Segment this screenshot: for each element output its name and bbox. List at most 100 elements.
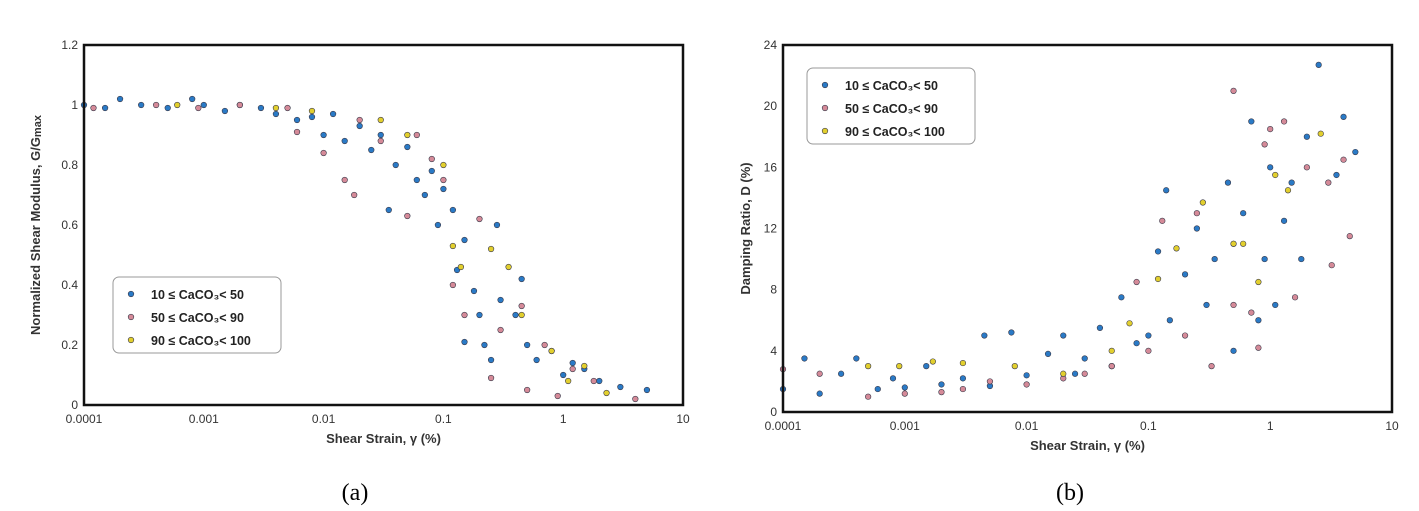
data-point-series-3 [440, 161, 447, 169]
data-point-series-2 [236, 101, 243, 109]
y-axis-label-main: Damping Ratio, D (%) [738, 162, 753, 294]
data-point-series-2 [428, 155, 435, 163]
data-point-series-1 [1272, 301, 1279, 309]
data-point-series-1 [421, 191, 428, 199]
figure-caption: (b) [1056, 480, 1084, 506]
data-point-series-2 [487, 374, 495, 382]
plot-frame [82, 43, 685, 407]
legend-marker [821, 127, 829, 135]
data-point-series-1 [385, 206, 392, 214]
data-point-series-2 [1346, 233, 1353, 240]
data-point-series-1 [1154, 248, 1162, 255]
data-point-series-2 [497, 326, 504, 334]
data-point-series-1 [440, 185, 447, 193]
data-point-series-2 [816, 370, 823, 377]
data-point-series-2 [413, 131, 420, 139]
data-point-series-1 [901, 384, 908, 391]
data-point-series-3 [865, 363, 872, 370]
x-tick-label: 0.001 [890, 419, 920, 433]
data-point-series-2 [90, 104, 97, 112]
x-tick-label: 10 [676, 412, 690, 426]
data-point-series-2 [986, 378, 994, 385]
data-point-series-2 [449, 281, 456, 289]
y-tick-label: 0.4 [61, 278, 78, 292]
data-point-series-3 [1173, 245, 1180, 252]
data-point-series-1 [518, 275, 525, 283]
data-point-series-1 [1248, 118, 1255, 125]
data-point-series-1 [257, 104, 265, 112]
legend-marker [127, 336, 135, 344]
data-point-series-1 [138, 101, 145, 109]
y-axis-label-main: Normalized Shear Modulus, G/G [28, 137, 43, 335]
data-point-series-1 [493, 221, 501, 229]
data-point-series-1 [461, 338, 468, 346]
x-tick-label: 0.001 [189, 412, 219, 426]
data-point-series-3 [1284, 187, 1292, 194]
y-tick-label: 0 [71, 398, 78, 412]
data-point-series-1 [341, 137, 348, 145]
data-point-series-1 [1166, 317, 1173, 324]
data-point-series-1 [320, 131, 327, 139]
y-tick-label: 0.6 [61, 218, 78, 232]
data-point-series-3 [1126, 320, 1133, 327]
data-point-series-1 [1267, 164, 1274, 171]
data-point-series-1 [1071, 370, 1079, 377]
data-point-series-3 [1108, 347, 1115, 354]
data-point-series-1 [1008, 329, 1015, 336]
data-point-series-1 [596, 377, 603, 385]
legend-box [806, 67, 976, 145]
data-point-series-2 [153, 101, 160, 109]
data-point-series-1 [1133, 340, 1140, 347]
x-tick-label: 1 [560, 412, 567, 426]
data-point-series-1 [221, 107, 228, 115]
data-point-series-2 [524, 386, 531, 394]
data-point-series-1 [470, 287, 478, 295]
y-axis-label-subscript: max [32, 114, 44, 137]
data-point-series-1 [838, 370, 845, 377]
data-point-series-2 [554, 392, 561, 400]
data-point-series-1 [1340, 113, 1347, 120]
legend: 10 ≤ CaCO₃< 50 50 ≤ CaCO₃< 90 90 ≤ CaCO₃< … [806, 67, 976, 145]
data-point-series-2 [1145, 347, 1152, 354]
data-point-series-2 [476, 215, 483, 223]
data-point-series-3 [548, 347, 555, 355]
y-tick-label: 1 [71, 98, 78, 112]
data-point-series-3 [1011, 363, 1018, 370]
x-tick-label: 0.01 [312, 412, 336, 426]
data-point-series-2 [865, 393, 872, 400]
legend: 10 ≤ CaCO₃< 50 50 ≤ CaCO₃< 90 90 ≤ CaCO₃< … [112, 276, 282, 354]
data-point-series-1 [200, 101, 207, 109]
data-point-series-1 [1303, 133, 1310, 140]
data-point-series-1 [1023, 372, 1030, 379]
data-point-series-2 [1230, 301, 1237, 309]
data-point-series-3 [959, 359, 967, 367]
data-point-series-3 [518, 311, 525, 319]
data-point-series-1 [569, 359, 576, 367]
data-point-series-1 [1261, 255, 1268, 263]
data-point-series-3 [174, 101, 181, 109]
data-point-series-1 [329, 110, 337, 118]
data-point-series-1 [1060, 332, 1067, 339]
data-point-series-1 [481, 341, 488, 349]
legend-label: 90 ≤ CaCO₃< 100 [151, 334, 251, 348]
data-point-series-2 [938, 389, 945, 396]
data-point-series-1 [1211, 255, 1218, 263]
data-point-series-3 [929, 358, 936, 365]
data-point-series-2 [356, 116, 363, 124]
data-point-series-3 [505, 263, 512, 271]
y-tick-label: 0.2 [61, 338, 78, 352]
data-point-series-2 [284, 104, 291, 112]
y-tick-label: 0.8 [61, 158, 78, 172]
data-point-series-1 [617, 383, 624, 391]
x-tick-label: 10 [1385, 419, 1399, 433]
x-tick-label: 0.1 [1140, 419, 1157, 433]
data-point-series-1 [643, 386, 651, 394]
data-point-series-2 [1328, 262, 1335, 269]
legend-label: 10 ≤ CaCO₃< 50 [845, 79, 938, 93]
data-points [80, 95, 651, 403]
data-point-series-1 [272, 110, 280, 118]
data-point-series-3 [896, 363, 903, 370]
data-point-series-1 [116, 95, 124, 103]
data-points [779, 61, 1359, 400]
